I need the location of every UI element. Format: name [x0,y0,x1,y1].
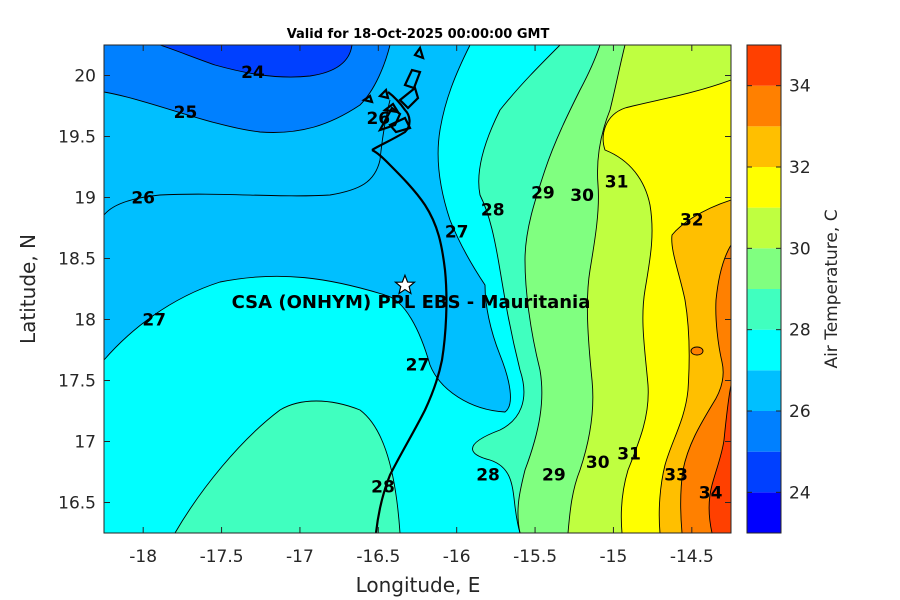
contour-labels: 24 25 26 27 27 27 28 28 28 29 29 30 30 31 31 32 33 34 26 [131,63,722,504]
band-24 [160,45,352,78]
colorbar-swatch [747,329,781,371]
x-tick-label: -15 [600,547,628,567]
temperature-field [104,45,731,533]
contour-lines [104,45,731,533]
colorbar-tick-label: 30 [789,239,811,259]
y-axis: 16.5 17 17.5 18 18.5 19 19.5 20 [58,67,731,514]
colorbar-tick-label: 32 [789,158,811,178]
y-tick-label: 18 [74,311,96,331]
x-axis-title: Longitude, E [356,573,481,597]
x-tick-label: -17.5 [200,547,244,567]
colorbar-swatch [747,85,781,127]
contour-label: 27 [445,223,469,243]
contour-label: 30 [586,453,610,473]
x-tick-label: -17 [286,547,314,567]
colorbar-tick-label: 26 [789,402,811,422]
colorbar-ticks: 24 26 28 30 32 34 [747,77,811,503]
x-tick-label: -16 [443,547,471,567]
contour-label: 26 [131,189,155,209]
contour-label: 31 [605,173,629,193]
band-33-island [691,347,703,355]
star-icon [393,273,417,295]
contour-label: 27 [142,311,166,331]
y-tick-label: 19 [74,189,96,209]
colorbar-swatch [747,126,781,167]
contour-label: 31 [617,445,641,465]
colorbar-tick-label: 34 [789,77,811,97]
x-tick-label: -15.5 [513,547,557,567]
colorbar-frame [746,44,782,534]
colorbar-swatch [747,248,781,289]
colorbar-swatch [747,451,781,493]
contour-label: 29 [542,465,566,485]
coastline [361,45,448,533]
contour-label: 24 [241,63,265,83]
colorbar-swatch [747,289,781,330]
contour-label: 32 [680,210,704,230]
colorbar-swatch [747,411,781,452]
contour-label: 28 [371,478,395,498]
plot-title: Valid for 18-Oct-2025 00:00:00 GMT [287,27,550,42]
colorbar [747,45,781,533]
y-tick-label: 20 [74,67,96,87]
colorbar-tick-label: 28 [789,321,811,341]
y-tick-label: 18.5 [58,250,96,270]
colorbar-title: Air Temperature, C [822,209,842,368]
colorbar-swatch [747,492,781,533]
contour-label: 33 [664,465,688,485]
y-tick-label: 17.5 [58,372,96,392]
y-tick-label: 16.5 [58,494,96,514]
x-tick-label: -14.5 [670,547,714,567]
colorbar-tick-label: 24 [789,483,811,503]
band-33 [680,245,731,533]
contour-label: 30 [570,186,594,206]
contour-label: 27 [406,356,430,376]
x-tick-label: -18 [129,547,157,567]
x-axis: -18 -17.5 -17 -16.5 -16 -15.5 -15 -14.5 [129,45,714,567]
contour-label: 26 [366,109,390,129]
colorbar-swatch [747,45,781,86]
y-tick-label: 17 [74,433,96,453]
contour-label: 34 [699,484,723,504]
y-axis-title: Latitude, N [16,234,40,344]
plot-frame [103,44,732,534]
site-marker [393,273,417,295]
site-label: CSA (ONHYM) PPL EBS - Mauritania [232,292,591,313]
contour-label: 25 [174,103,198,123]
contour-label: 28 [476,465,500,485]
colorbar-swatch [747,370,781,411]
x-tick-label: -16.5 [356,547,400,567]
y-tick-label: 19.5 [58,128,96,148]
colorbar-swatch [747,207,781,249]
colorbar-swatch [747,167,781,208]
contour-label: 28 [481,201,505,221]
contour-label: 29 [531,184,555,204]
